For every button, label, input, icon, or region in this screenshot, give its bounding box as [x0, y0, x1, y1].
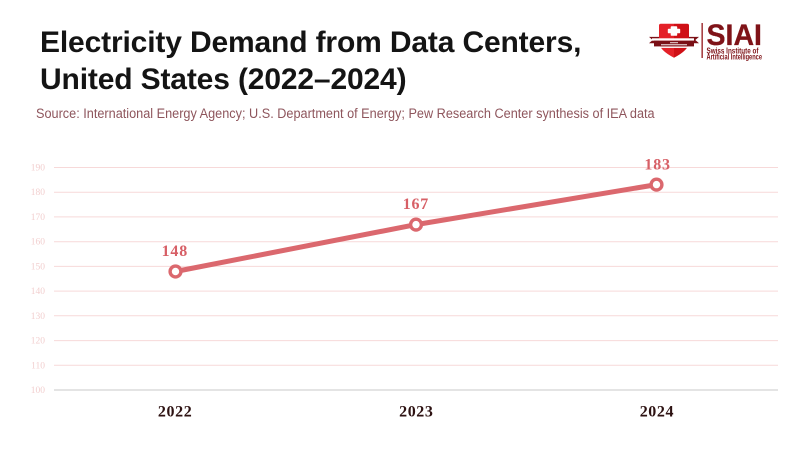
svg-text:190: 190: [31, 164, 46, 174]
svg-text:140: 140: [31, 287, 46, 297]
svg-text:167: 167: [403, 196, 429, 213]
svg-text:148: 148: [162, 243, 188, 260]
svg-text:2023: 2023: [399, 404, 433, 421]
svg-text:180: 180: [31, 188, 46, 198]
svg-text:SIAI: SIAI: [707, 19, 763, 52]
svg-text:2024: 2024: [640, 404, 674, 421]
svg-text:160: 160: [31, 238, 46, 248]
svg-text:100: 100: [31, 386, 46, 396]
svg-text:150: 150: [31, 262, 46, 272]
svg-text:Swiss Institute of: Swiss Institute of: [707, 46, 759, 55]
svg-text:183: 183: [644, 157, 670, 174]
svg-text:130: 130: [31, 312, 46, 322]
svg-text:120: 120: [31, 337, 46, 347]
svg-text:Artificial Intelligence: Artificial Intelligence: [707, 52, 763, 61]
svg-text:2022: 2022: [158, 404, 192, 421]
svg-text:170: 170: [31, 213, 46, 223]
svg-text:110: 110: [31, 361, 45, 371]
